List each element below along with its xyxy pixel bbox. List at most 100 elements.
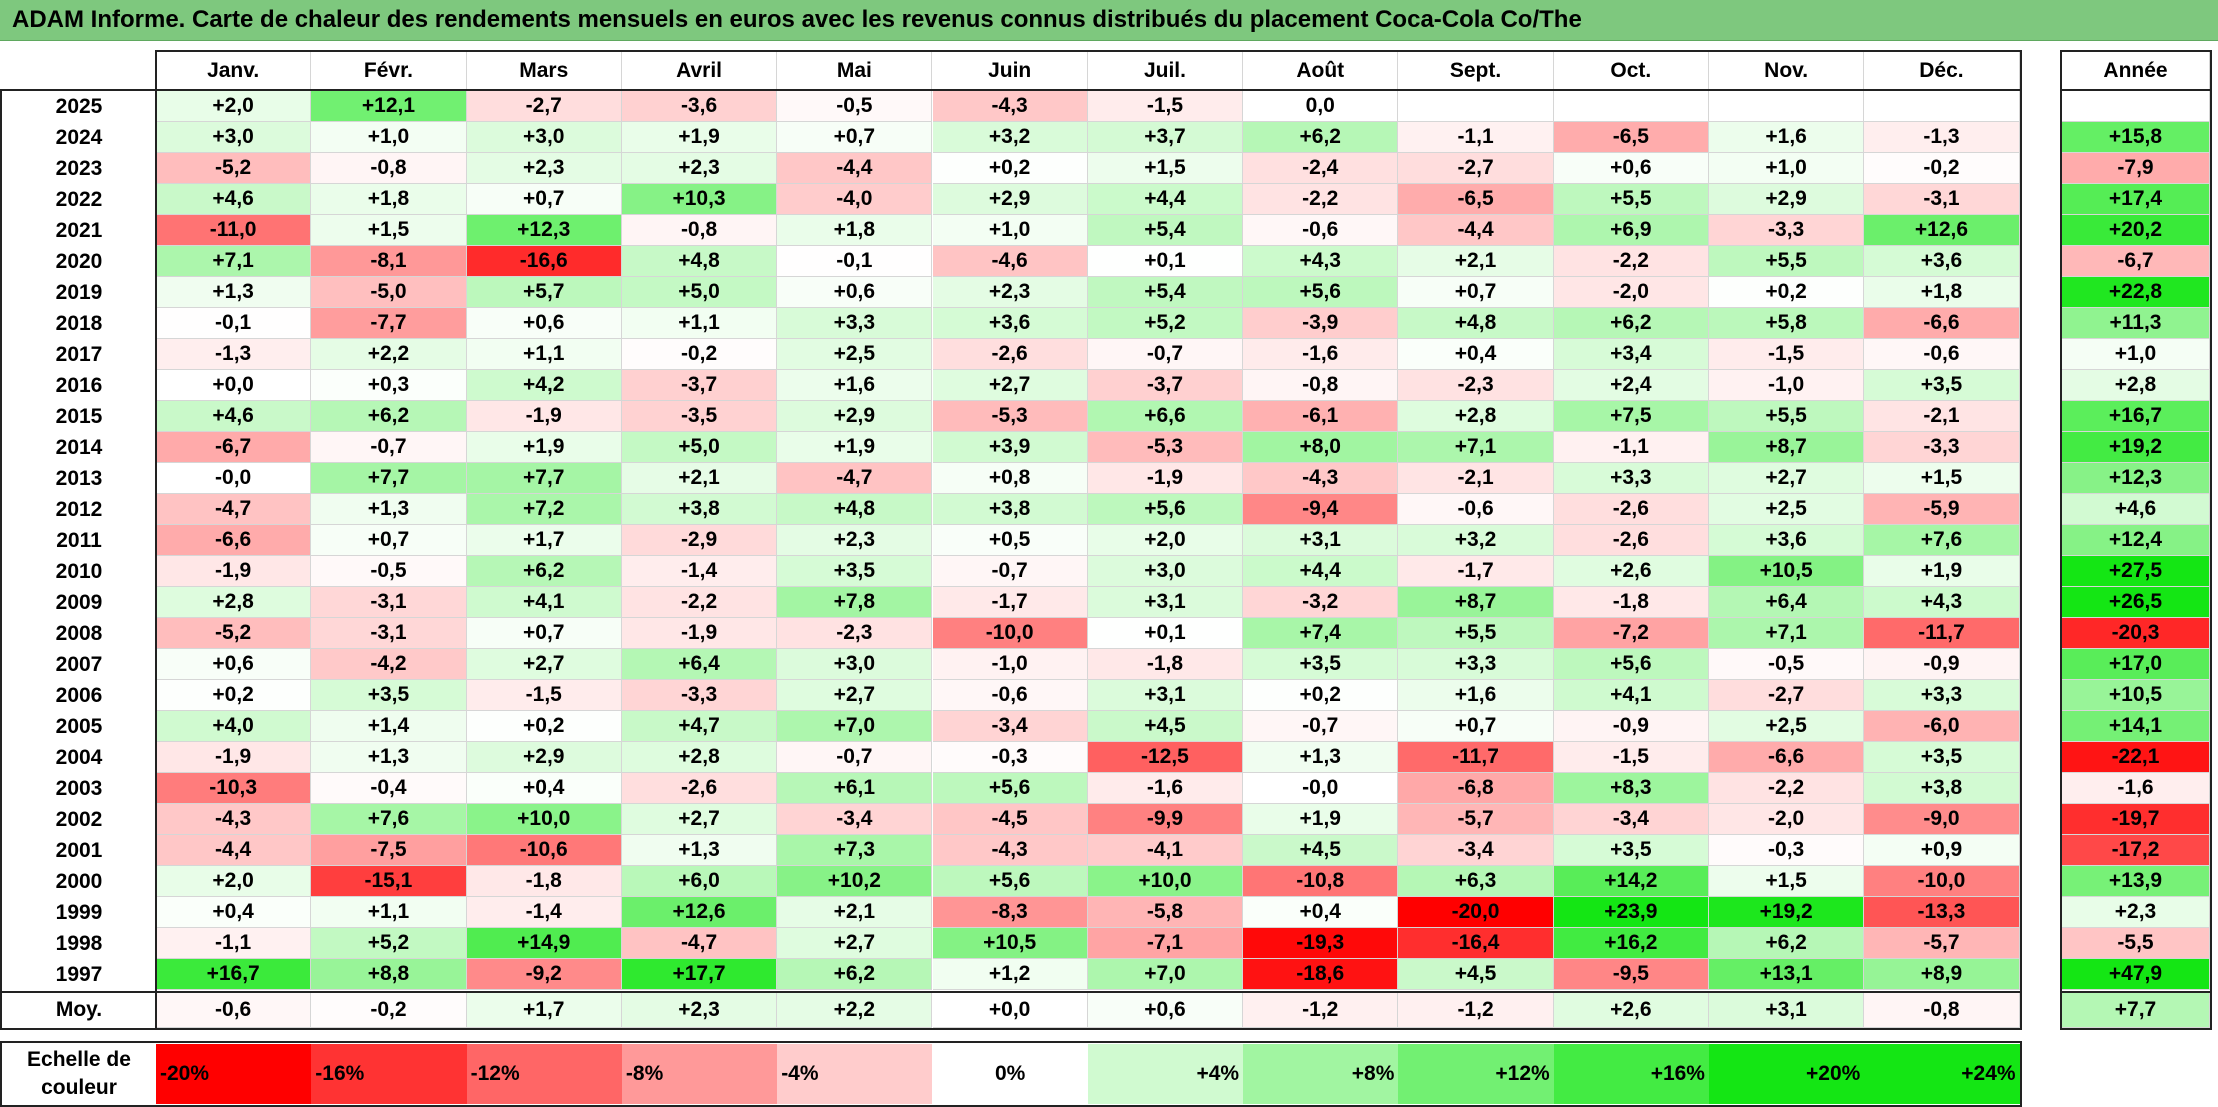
row-label-year: 2018 <box>55 311 103 335</box>
heatmap-cell: -15,1 <box>311 866 467 897</box>
average-cell: +0,6 <box>1087 992 1244 1028</box>
row-label-year: 2024 <box>55 125 103 149</box>
heatmap-cell: +2,3 <box>932 277 1088 308</box>
annual-cell: -1,6 <box>2062 773 2210 804</box>
heatmap-cell: +3,5 <box>311 680 467 711</box>
row-label-year: 2017 <box>55 342 103 366</box>
row-label-year: 2025 <box>55 94 103 118</box>
heatmap-cell: +7,6 <box>311 804 467 835</box>
heatmap-cell: +7,0 <box>1087 959 1244 990</box>
heatmap-cell: +2,1 <box>777 897 933 928</box>
monthly-table-frame <box>0 89 2022 1030</box>
heatmap-cell: -0,9 <box>1864 649 2020 680</box>
heatmap-cell: -12,5 <box>1087 742 1244 773</box>
heatmap-cell: +1,3 <box>156 277 312 308</box>
annual-cell: +17,4 <box>2062 184 2210 215</box>
heatmap-cell: +10,0 <box>466 804 622 835</box>
heatmap-cell: -4,3 <box>932 835 1088 866</box>
annual-cell: -19,7 <box>2062 804 2210 835</box>
heatmap-cell: -6,6 <box>1709 742 1865 773</box>
heatmap-cell: +4,3 <box>1864 587 2020 618</box>
row-label-year: 2011 <box>56 528 102 552</box>
heatmap-cell: -11,7 <box>1864 618 2020 649</box>
heatmap-cell: +12,1 <box>311 91 467 122</box>
heatmap-cell: +2,4 <box>1553 370 1709 401</box>
color-scale-swatch: 0% <box>932 1044 1088 1104</box>
heatmap-cell: +16,2 <box>1553 928 1709 959</box>
heatmap-cell: +4,5 <box>1398 959 1554 990</box>
heatmap-cell: +6,2 <box>1243 122 1399 153</box>
heatmap-cell: -2,6 <box>621 773 778 804</box>
heatmap-cell: +1,4 <box>311 711 467 742</box>
color-scale-swatch: +16% <box>1553 1044 1709 1104</box>
heatmap-cell: +1,5 <box>1709 866 1865 897</box>
heatmap-cell: -9,4 <box>1243 494 1399 525</box>
heatmap-cell: +5,5 <box>1709 246 1865 277</box>
heatmap-cell: -5,7 <box>1398 804 1554 835</box>
annual-cell: +22,8 <box>2062 277 2210 308</box>
heatmap-cell: +6,3 <box>1398 866 1554 897</box>
heatmap-cell: +5,0 <box>621 277 778 308</box>
heatmap-cell: -3,5 <box>621 401 778 432</box>
heatmap-cell: +0,6 <box>777 277 933 308</box>
heatmap-cell: +2,3 <box>621 153 778 184</box>
annual-cell: +4,6 <box>2062 494 2210 525</box>
heatmap-cell: +23,9 <box>1553 897 1709 928</box>
heatmap-cell: +0,1 <box>1087 618 1244 649</box>
average-cell: -0,2 <box>311 992 467 1028</box>
annual-cell: -5,5 <box>2062 928 2210 959</box>
heatmap-cell: +7,3 <box>777 835 933 866</box>
heatmap-cell: +1,1 <box>311 897 467 928</box>
color-scale-swatch: +12% <box>1398 1044 1554 1104</box>
heatmap-cell: +2,9 <box>777 401 933 432</box>
heatmap-cell: -5,2 <box>156 153 312 184</box>
heatmap-cell: -2,0 <box>1553 277 1709 308</box>
heatmap-cell: +3,3 <box>1398 649 1554 680</box>
column-header: Nov. <box>1709 52 1865 89</box>
heatmap-cell: +5,6 <box>1553 649 1709 680</box>
heatmap-cell: -0,3 <box>1709 835 1865 866</box>
heatmap-cell: -3,4 <box>1398 835 1554 866</box>
heatmap-cell: -10,0 <box>1864 866 2020 897</box>
heatmap-cell: -2,6 <box>932 339 1088 370</box>
heatmap-cell: -1,4 <box>466 897 622 928</box>
heatmap-cell: +0,7 <box>777 122 933 153</box>
heatmap-cell: +3,2 <box>1398 525 1554 556</box>
heatmap-cell: +7,1 <box>156 246 312 277</box>
heatmap-cell: +1,0 <box>1709 153 1865 184</box>
heatmap-cell: +5,4 <box>1087 277 1244 308</box>
heatmap-cell: +2,1 <box>1398 246 1554 277</box>
heatmap-cell: -1,9 <box>466 401 622 432</box>
heatmap-cell: -6,0 <box>1864 711 2020 742</box>
heatmap-cell: +1,8 <box>777 215 933 246</box>
heatmap-cell: +7,2 <box>466 494 622 525</box>
heatmap-cell: +6,6 <box>1087 401 1244 432</box>
heatmap-cell: -2,2 <box>1709 773 1865 804</box>
heatmap-cell: +0,1 <box>1087 246 1244 277</box>
heatmap-cell: -2,7 <box>466 91 622 122</box>
heatmap-cell: +5,0 <box>621 432 778 463</box>
heatmap-cell: -4,7 <box>156 494 312 525</box>
heatmap-cell: -0,6 <box>1398 494 1554 525</box>
heatmap-cell: -6,6 <box>1864 308 2020 339</box>
row-label-year: 2010 <box>55 559 103 583</box>
heatmap-cell: -1,7 <box>1398 556 1554 587</box>
heatmap-cell: -3,1 <box>1864 184 2020 215</box>
color-scale-label-line2: couleur <box>41 1076 117 1099</box>
heatmap-cell: +4,8 <box>1398 308 1554 339</box>
row-label-year: 2004 <box>55 745 103 769</box>
heatmap-cell: -1,9 <box>156 742 312 773</box>
row-label-year: 2023 <box>55 156 103 180</box>
heatmap-cell: +1,5 <box>311 215 467 246</box>
heatmap-cell: +10,5 <box>1709 556 1865 587</box>
heatmap-cell: +3,3 <box>1864 680 2020 711</box>
heatmap-cell: -5,3 <box>1087 432 1244 463</box>
annual-cell: -7,9 <box>2062 153 2210 184</box>
column-header: Janv. <box>156 52 312 89</box>
heatmap-cell: -6,6 <box>156 525 312 556</box>
row-label-year: 2020 <box>55 249 103 273</box>
heatmap-cell: +1,9 <box>777 432 933 463</box>
heatmap-cell: +2,5 <box>1709 494 1865 525</box>
heatmap-cell: -3,7 <box>1087 370 1244 401</box>
heatmap-cell: +6,2 <box>466 556 622 587</box>
